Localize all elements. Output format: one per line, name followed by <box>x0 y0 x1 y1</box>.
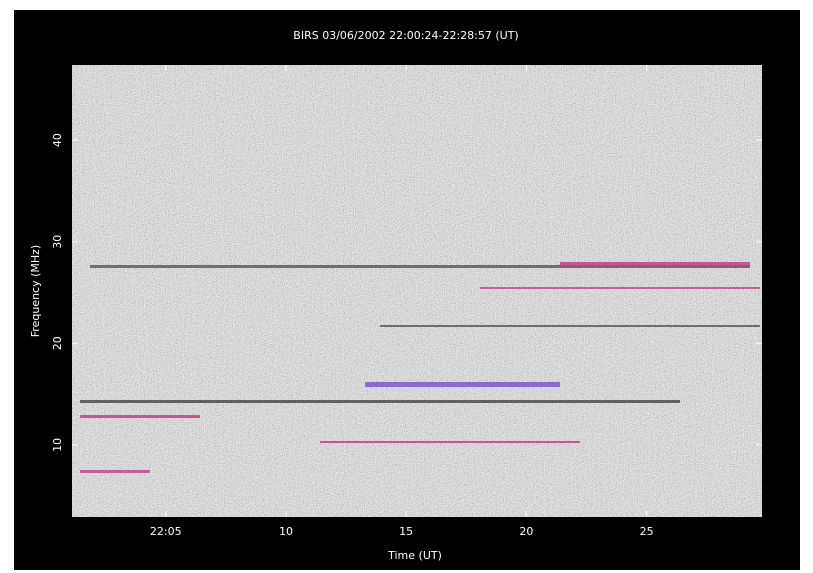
streak <box>80 415 200 418</box>
x-tick-label: 20 <box>519 525 533 538</box>
streak <box>80 400 680 403</box>
streak <box>320 441 580 443</box>
x-axis-label: Time (UT) <box>387 549 442 562</box>
streak <box>380 325 760 327</box>
spectrogram-texture <box>72 65 762 517</box>
streak <box>560 262 750 265</box>
streak <box>480 287 760 289</box>
y-tick-label: 40 <box>51 133 64 147</box>
y-tick-label: 20 <box>51 336 64 350</box>
x-tick-label: 22:05 <box>150 525 182 538</box>
x-tick-label: 25 <box>640 525 654 538</box>
streak <box>80 470 150 473</box>
x-tick-label: 10 <box>279 525 293 538</box>
x-tick-label: 15 <box>399 525 413 538</box>
streak <box>365 382 560 387</box>
streak <box>90 265 750 268</box>
emission-streaks <box>80 262 760 473</box>
y-tick-label: 10 <box>51 438 64 452</box>
y-tick-label: 30 <box>51 235 64 249</box>
y-axis-label: Frequency (MHz) <box>29 245 42 337</box>
chart-title: BIRS 03/06/2002 22:00:24-22:28:57 (UT) <box>293 29 518 42</box>
